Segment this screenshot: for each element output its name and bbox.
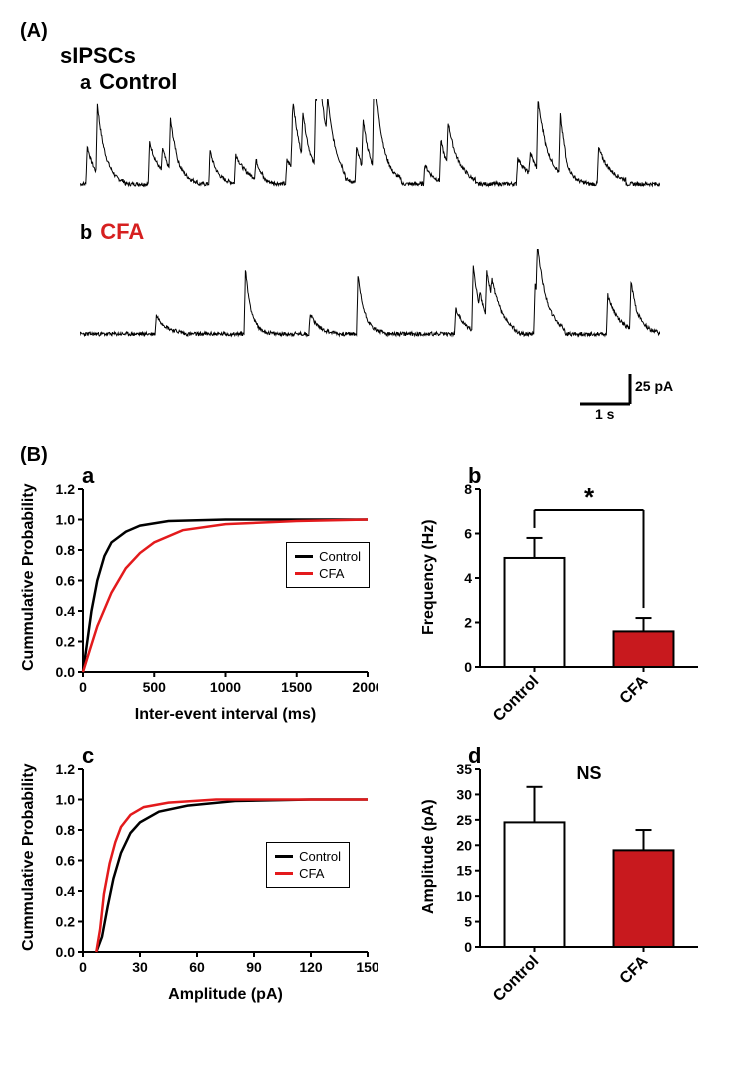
svg-text:Inter-event interval (ms): Inter-event interval (ms) <box>135 706 316 723</box>
chart-Bc: c Cummulative Probability 0.00.20.40.60.… <box>20 747 390 1007</box>
svg-text:0.0: 0.0 <box>56 944 76 960</box>
trace-a-sublabel: a <box>80 72 91 95</box>
svg-text:Amplitude (pA): Amplitude (pA) <box>168 986 283 1003</box>
chart-Bb-sublabel: b <box>468 463 481 489</box>
svg-text:1.2: 1.2 <box>56 481 76 497</box>
legend-cfa-2: CFA <box>299 866 324 881</box>
svg-text:0.8: 0.8 <box>56 542 76 558</box>
svg-text:CFA: CFA <box>617 672 652 707</box>
chart-Ba: a Cummulative Probability 0.00.20.40.60.… <box>20 467 390 727</box>
svg-text:10: 10 <box>456 888 472 904</box>
svg-text:NS: NS <box>576 763 601 783</box>
svg-text:0.4: 0.4 <box>56 883 76 899</box>
svg-text:0: 0 <box>464 939 472 955</box>
svg-text:CFA: CFA <box>617 952 652 987</box>
svg-text:6: 6 <box>464 526 472 542</box>
chart-Bb: b Frequency (Hz) 02468ControlCFA* <box>420 467 720 727</box>
svg-text:1.0: 1.0 <box>56 792 76 808</box>
svg-text:60: 60 <box>189 959 205 975</box>
svg-text:*: * <box>584 482 595 512</box>
trace-b-svg <box>80 249 660 359</box>
svg-text:0.2: 0.2 <box>56 634 76 650</box>
svg-text:1.2: 1.2 <box>56 761 76 777</box>
svg-text:30: 30 <box>132 959 148 975</box>
chart-Bb-ylabel: Frequency (Hz) <box>420 477 438 677</box>
figure-root: (A) sIPSCs a Control b CFA <box>20 20 730 1027</box>
svg-text:5: 5 <box>464 914 472 930</box>
chart-Bc-legend: Control CFA <box>266 842 350 888</box>
chart-Ba-legend: Control CFA <box>286 542 370 588</box>
svg-text:0: 0 <box>464 659 472 675</box>
svg-text:120: 120 <box>299 959 323 975</box>
svg-text:0.8: 0.8 <box>56 822 76 838</box>
svg-text:Control: Control <box>490 953 542 1005</box>
svg-text:30: 30 <box>456 786 472 802</box>
chart-Bb-svg: 02468ControlCFA* <box>438 467 708 727</box>
scalebar-x-text: 1 s <box>595 406 615 422</box>
scalebar: 25 pA 1 s <box>20 369 690 424</box>
chart-Bc-sublabel: c <box>82 743 94 769</box>
panel-a-label: (A) <box>20 20 48 43</box>
svg-text:0.6: 0.6 <box>56 853 76 869</box>
svg-text:1.0: 1.0 <box>56 512 76 528</box>
svg-text:0.6: 0.6 <box>56 573 76 589</box>
svg-text:500: 500 <box>143 679 167 695</box>
svg-text:Control: Control <box>490 673 542 725</box>
trace-b-title: CFA <box>100 219 144 245</box>
chart-Bd-svg: 05101520253035ControlCFANS <box>438 747 708 1007</box>
svg-text:4: 4 <box>464 570 472 586</box>
trace-a-block: a Control <box>80 69 730 209</box>
panel-b: (B) a Cummulative Probability 0.00.20.40… <box>20 444 730 1027</box>
svg-text:1500: 1500 <box>281 679 312 695</box>
legend-control-2: Control <box>299 849 341 864</box>
scalebar-y-text: 25 pA <box>635 378 673 394</box>
svg-text:90: 90 <box>246 959 262 975</box>
svg-text:0.0: 0.0 <box>56 664 76 680</box>
svg-text:2: 2 <box>464 615 472 631</box>
svg-text:0.4: 0.4 <box>56 603 76 619</box>
trace-b-sublabel: b <box>80 222 92 245</box>
svg-text:150: 150 <box>356 959 378 975</box>
panel-b-label: (B) <box>20 444 730 467</box>
chart-Ba-svg: 0.0 0.2 0.4 0.6 0.8 1.0 1.2 0 500 1000 1500 2000 Int… <box>38 467 378 727</box>
chart-Bd: d Amplitude (pA) 05101520253035ControlCF… <box>420 747 720 1007</box>
chart-Bd-sublabel: d <box>468 743 481 769</box>
svg-text:20: 20 <box>456 837 472 853</box>
legend-cfa: CFA <box>319 566 344 581</box>
chart-Bd-ylabel: Amplitude (pA) <box>420 757 438 957</box>
trace-a-title: Control <box>99 69 177 95</box>
chart-Bc-ylabel: Cummulative Probability <box>20 757 38 957</box>
panel-a-heading: sIPSCs <box>60 43 730 69</box>
svg-text:0: 0 <box>79 959 87 975</box>
svg-text:2000: 2000 <box>352 679 378 695</box>
chart-Ba-sublabel: a <box>82 463 94 489</box>
svg-text:1000: 1000 <box>210 679 241 695</box>
legend-control: Control <box>319 549 361 564</box>
trace-a-svg <box>80 99 660 209</box>
svg-text:15: 15 <box>456 863 472 879</box>
svg-text:0: 0 <box>79 679 87 695</box>
svg-text:25: 25 <box>456 812 472 828</box>
svg-text:0.2: 0.2 <box>56 914 76 930</box>
chart-Ba-ylabel: Cummulative Probability <box>20 477 38 677</box>
panel-a: (A) sIPSCs a Control b CFA <box>20 20 730 424</box>
trace-b-block: b CFA <box>80 219 730 359</box>
